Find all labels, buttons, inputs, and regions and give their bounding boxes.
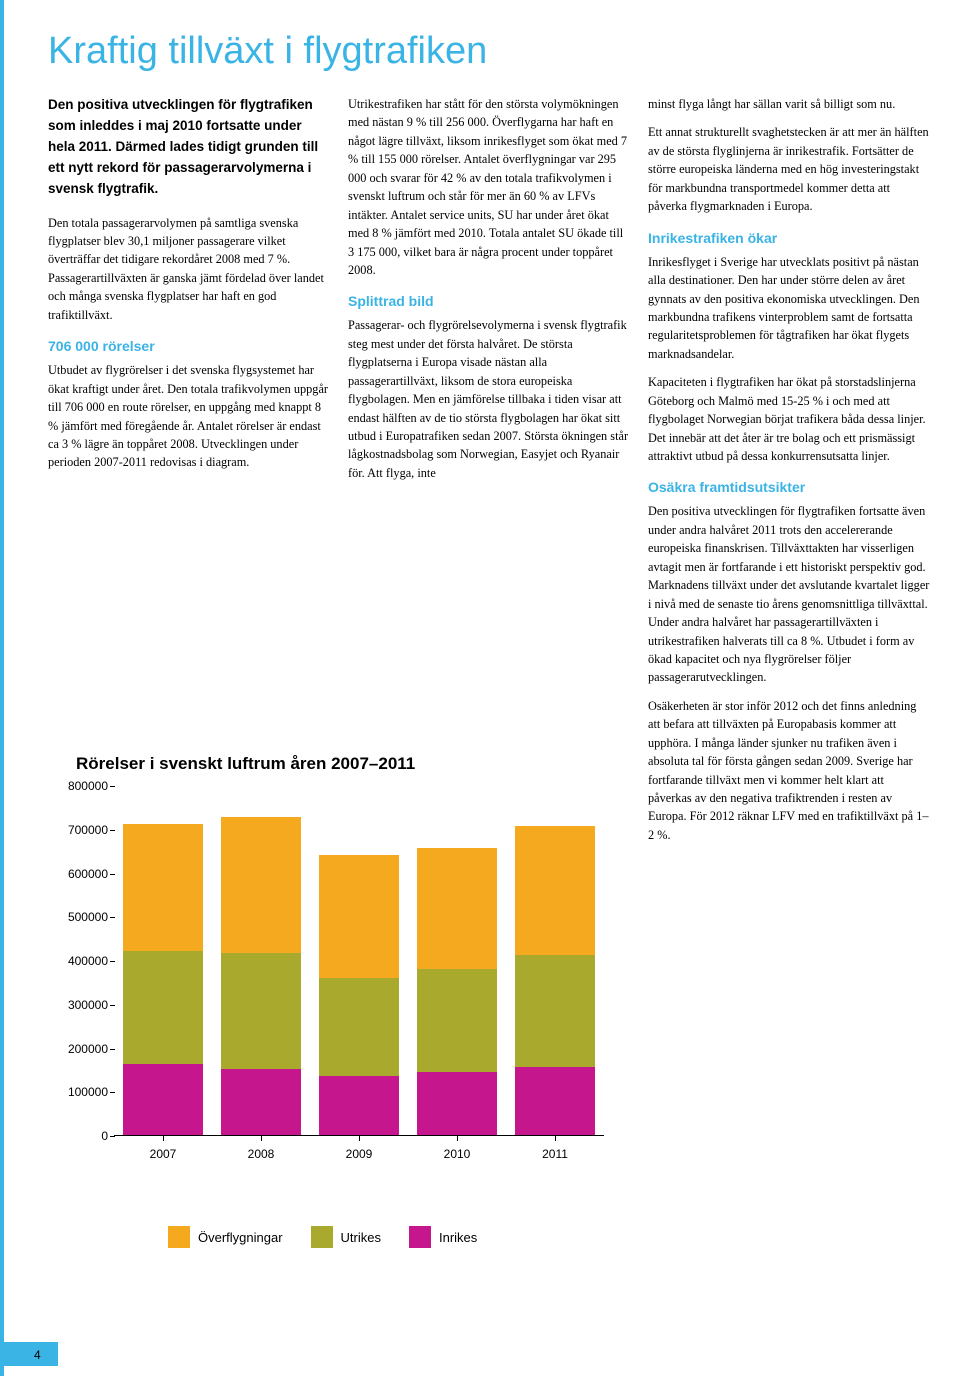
bar-segment [417, 969, 497, 1072]
page-title: Kraftig tillväxt i flygtrafiken [48, 30, 930, 73]
bar-segment [221, 817, 301, 954]
bar-segment [417, 848, 497, 968]
plot-area: 20072008200920102011 [114, 786, 604, 1136]
bar-segment [319, 978, 399, 1076]
xtick-label: 2007 [150, 1147, 177, 1161]
bar-segment [123, 1064, 203, 1135]
legend-swatch [168, 1226, 190, 1248]
bar-segment [319, 855, 399, 978]
ytick-label: 800000 [48, 779, 108, 793]
bar-segment [319, 1076, 399, 1135]
page-number: 4 [34, 1348, 41, 1362]
legend-item: Utrikes [311, 1226, 381, 1248]
legend-item: Inrikes [409, 1226, 477, 1248]
col1-p1: Den totala passagerarvolymen på samtliga… [48, 214, 330, 325]
legend-label: Överflygningar [198, 1230, 283, 1245]
xtick-label: 2009 [346, 1147, 373, 1161]
ytick-label: 400000 [48, 954, 108, 968]
intro-text: Den positiva utvecklingen för flygtrafik… [48, 95, 330, 200]
col3-p3: Inrikesflyget i Sverige har utvecklats p… [648, 253, 930, 364]
column-3: minst flyga långt har sällan varit så bi… [648, 95, 930, 854]
bar-segment [123, 951, 203, 1064]
chart-title: Rörelser i svenskt luftrum åren 2007–201… [76, 754, 618, 774]
heading-splittrad: Splittrad bild [348, 291, 630, 312]
bar-segment [515, 826, 595, 955]
col2-p2: Passagerar- och flygrörelsevolymerna i s… [348, 316, 630, 482]
ytick-label: 700000 [48, 823, 108, 837]
legend-item: Överflygningar [168, 1226, 283, 1248]
bar-group: 2010 [417, 786, 497, 1135]
bar-segment [515, 955, 595, 1067]
bar-group: 2009 [319, 786, 399, 1135]
bar-segment [221, 1069, 301, 1136]
bars-container: 20072008200920102011 [114, 786, 604, 1135]
heading-osakra: Osäkra framtidsutsikter [648, 477, 930, 498]
text-columns: Den positiva utvecklingen för flygtrafik… [48, 95, 930, 854]
col1-p2: Utbudet av flygrörelser i det svenska fl… [48, 361, 330, 472]
col3-p6: Osäkerheten är stor inför 2012 och det f… [648, 697, 930, 845]
ytick-label: 300000 [48, 998, 108, 1012]
heading-inrikes: Inrikestrafiken ökar [648, 228, 930, 249]
left-accent-strip [0, 0, 4, 1376]
col3-p1: minst flyga långt har sällan varit så bi… [648, 95, 930, 113]
page-number-strip [0, 1342, 58, 1366]
xtick-label: 2010 [444, 1147, 471, 1161]
bar-group: 2008 [221, 786, 301, 1135]
xtick-label: 2011 [542, 1147, 568, 1161]
bar-group: 2007 [123, 786, 203, 1135]
ytick-label: 100000 [48, 1085, 108, 1099]
ytick-label: 200000 [48, 1042, 108, 1056]
bar-group: 2011 [515, 786, 595, 1135]
ytick-label: 600000 [48, 867, 108, 881]
legend-label: Inrikes [439, 1230, 477, 1245]
col2-p1: Utrikestrafiken har stått för den störst… [348, 95, 630, 279]
bar-segment [123, 824, 203, 951]
legend-label: Utrikes [341, 1230, 381, 1245]
heading-706000: 706 000 rörelser [48, 336, 330, 357]
legend-swatch [311, 1226, 333, 1248]
col3-p5: Den positiva utvecklingen för flygtrafik… [648, 502, 930, 686]
col3-p4: Kapaciteten i flygtrafiken har ökat på s… [648, 373, 930, 465]
bar-segment [221, 953, 301, 1068]
bar-chart: 20072008200920102011 0100000200000300000… [48, 786, 618, 1186]
column-2: Utrikestrafiken har stått för den störst… [348, 95, 630, 854]
ytick-label: 0 [48, 1129, 108, 1143]
chart-legend: Överflygningar Utrikes Inrikes [168, 1226, 618, 1248]
bar-segment [417, 1072, 497, 1135]
legend-swatch [409, 1226, 431, 1248]
chart-block: Rörelser i svenskt luftrum åren 2007–201… [48, 742, 618, 1248]
ytick-label: 500000 [48, 910, 108, 924]
bar-segment [515, 1067, 595, 1135]
xtick-label: 2008 [248, 1147, 275, 1161]
col3-p2: Ett annat strukturellt svaghetstecken är… [648, 123, 930, 215]
column-1: Den positiva utvecklingen för flygtrafik… [48, 95, 330, 854]
